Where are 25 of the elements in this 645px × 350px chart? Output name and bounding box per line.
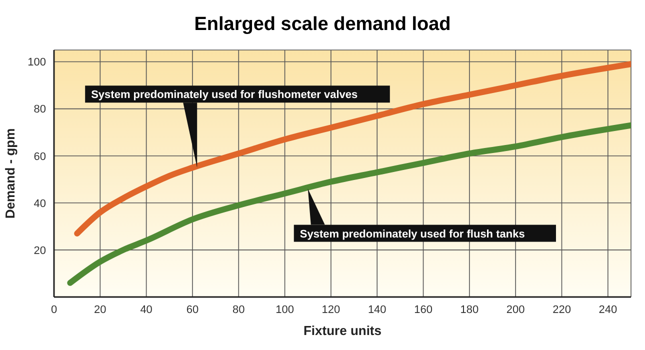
annotation: System predominately used for flushometer valves xyxy=(91,89,358,102)
annotation: System predominately used for flush tanks xyxy=(300,228,525,240)
y-tick-label: 20 xyxy=(34,244,46,257)
x-tick-label: 120 xyxy=(322,304,340,316)
x-tick-label: 60 xyxy=(186,304,199,316)
x-tick-label: 0 xyxy=(50,304,58,316)
callout: System predominately used for flush tanks xyxy=(294,188,556,242)
chart-title: Enlarged scale demand load xyxy=(193,14,452,36)
x-tick-label: 100 xyxy=(276,304,294,316)
x-tick-label: 220 xyxy=(552,304,571,316)
y-axis-title: Demand - gpm xyxy=(2,128,18,219)
y-tick-label: 60 xyxy=(34,150,46,163)
x-tick-label: 180 xyxy=(460,304,479,316)
y-tick-label: 80 xyxy=(34,104,46,116)
y-tick-label: 100 xyxy=(28,56,46,69)
x-tick-label: 160 xyxy=(414,304,432,316)
x-tick-label: 80 xyxy=(232,304,245,316)
callout: System predominately used for flushometer valves xyxy=(85,86,390,168)
x-tick-label: 20 xyxy=(94,304,106,316)
x-axis-title: Fixture units xyxy=(303,323,382,338)
x-tick-label: 140 xyxy=(368,304,386,316)
x-tick-label: 200 xyxy=(506,304,525,316)
y-tick-label: 40 xyxy=(34,198,46,210)
x-tick-label: 40 xyxy=(140,304,152,316)
x-tick-label: 240 xyxy=(598,304,618,316)
